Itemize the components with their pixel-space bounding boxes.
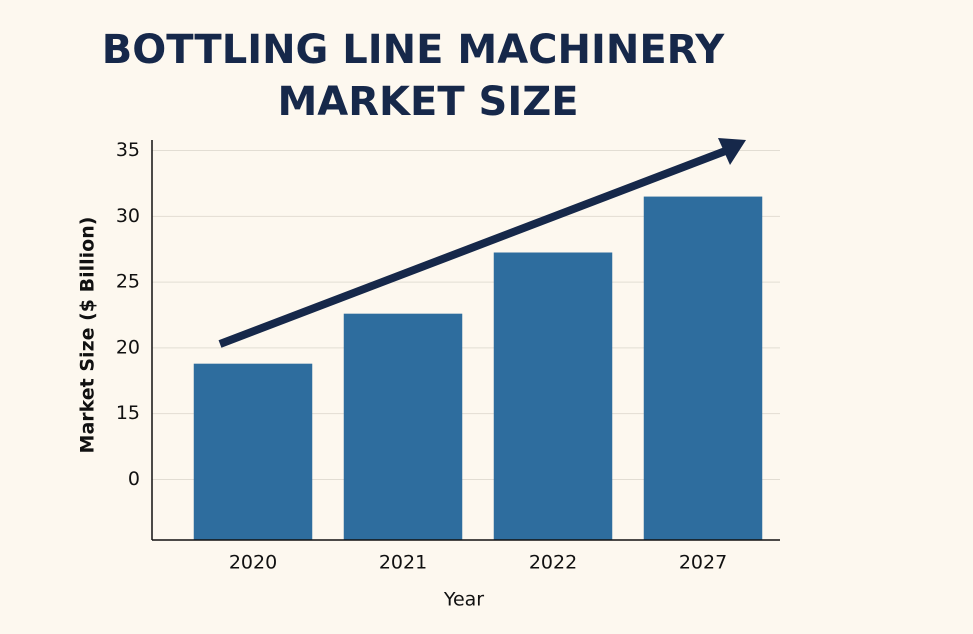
x-tick-label: 2022 [529,552,577,574]
trend-arrow-line [218,146,730,348]
bar [343,313,463,540]
y-axis-label: Market Size ($ Billion) [77,217,99,454]
trend-arrow [218,138,746,348]
y-tick-label: 0 [128,468,140,490]
chart-title: MARKET SIZE [277,79,578,125]
bar [193,363,313,540]
chart-title: BOTTLING LINE MACHINERY [102,27,726,73]
trend-arrow-head [718,138,746,165]
y-tick-label: 35 [116,139,140,161]
y-tick-label: 30 [116,205,140,227]
plot-area [152,150,780,540]
bar [643,196,763,540]
x-tick-label: 2027 [679,552,727,574]
x-tick-label: 2021 [379,552,427,574]
y-tick-label: 15 [116,402,140,424]
y-tick-label: 25 [116,271,140,293]
x-axis-label: Year [443,589,484,611]
bar [493,252,613,540]
x-tick-label: 2020 [229,552,277,574]
y-tick-label: 20 [116,336,140,358]
